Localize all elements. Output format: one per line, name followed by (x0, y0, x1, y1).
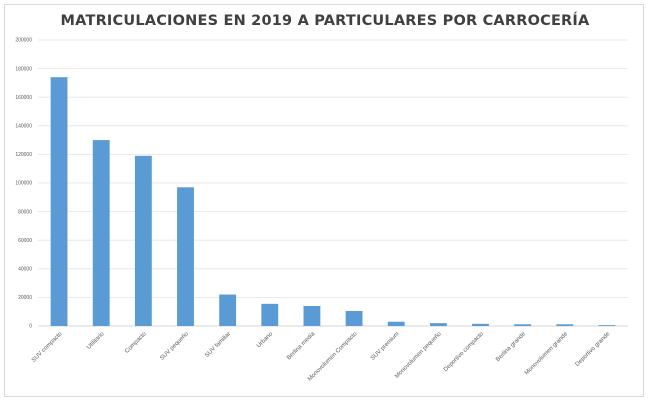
y-axis-ticks: 0 20000 40000 60000 80000 100000 120000 140000 1… (15, 38, 32, 330)
bar (177, 187, 194, 326)
bar (472, 323, 489, 326)
y-tick-label: 140000 (15, 124, 32, 130)
y-tick-label: 40000 (18, 267, 32, 273)
x-tick-label: Berlina media (286, 331, 317, 362)
y-tick-label: 200000 (15, 38, 32, 44)
bar (598, 325, 616, 326)
bars (50, 77, 616, 327)
x-tick-label: Utilitario (86, 331, 106, 351)
bar (303, 305, 321, 326)
x-tick-label: SUV familiar (204, 331, 232, 359)
x-tick-label: Urbano (256, 331, 275, 350)
x-tick-label: Monovolumen pequeño (394, 331, 443, 380)
x-tick-label: Deportivo grande (575, 331, 612, 368)
gridlines (38, 39, 628, 327)
x-tick-label: Monovolumen grande (524, 331, 570, 377)
x-tick-label: SUV pequeño (159, 331, 190, 362)
y-tick-label: 80000 (18, 209, 32, 215)
y-tick-label: 0 (29, 324, 32, 330)
bar (92, 140, 110, 326)
bar (429, 323, 447, 326)
bar (134, 155, 152, 326)
y-tick-label: 20000 (18, 295, 32, 301)
x-tick-label: SUV premium (370, 331, 401, 362)
x-axis-ticks: SUV compacto Utilitario Compacto SUV pequeñ… (31, 331, 612, 383)
bar (387, 321, 405, 326)
x-tick-label: Deportivo compacto (443, 331, 485, 373)
bar (261, 303, 279, 326)
bar (219, 294, 237, 326)
y-tick-label: 100000 (15, 181, 32, 187)
x-tick-label: Berlina grande (495, 331, 527, 363)
x-tick-label: Monovolumen Compacto (307, 331, 359, 383)
bar (50, 77, 68, 327)
y-tick-label: 60000 (18, 238, 32, 244)
chart-frame (4, 4, 644, 397)
x-tick-label: Compacto (124, 331, 148, 355)
y-tick-label: 120000 (15, 152, 32, 158)
y-tick-label: 160000 (15, 95, 32, 101)
bar (514, 324, 532, 326)
bar (345, 310, 363, 326)
y-tick-label: 180000 (15, 66, 32, 72)
bar (556, 324, 574, 326)
x-tick-label: SUV compacto (31, 331, 64, 364)
chart-title: MATRICULACIONES EN 2019 A PARTICULARES P… (60, 13, 590, 29)
